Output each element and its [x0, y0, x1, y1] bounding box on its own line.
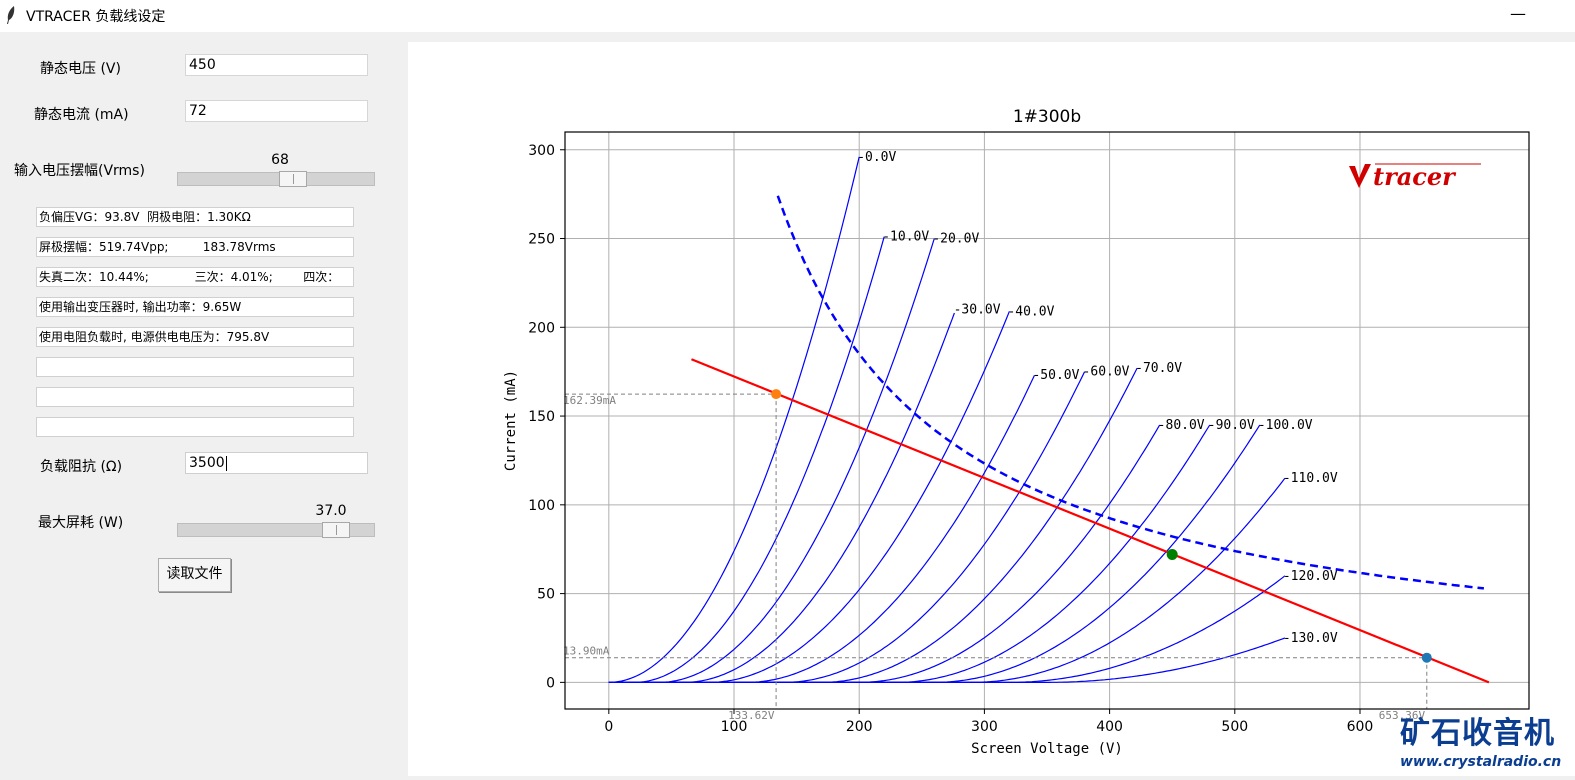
y-tick-label: 100: [528, 498, 555, 514]
x-tick-label: 100: [721, 719, 748, 735]
max-dissipation-curve: [776, 195, 1485, 590]
curve-label: -10.0V: [882, 230, 929, 245]
info-line: [36, 417, 354, 437]
info-line: 使用输出变压器时, 输出功率：9.65W: [36, 297, 354, 317]
max-dissipation-slider[interactable]: [177, 522, 375, 538]
plot-area: [565, 132, 1529, 709]
quiescent-point: [1166, 549, 1178, 561]
static-current-input[interactable]: 72: [185, 100, 368, 122]
y-tick-label: 250: [528, 232, 555, 248]
minimize-button[interactable]: —: [1510, 4, 1526, 23]
static-voltage-input[interactable]: 450: [185, 54, 368, 76]
feather-app-icon: [7, 6, 15, 24]
curve-label: -90.0V: [1208, 418, 1255, 433]
site-watermark: 矿石收音机 www.crystalradio.cn: [1400, 708, 1570, 774]
input-swing-value: 68: [271, 152, 289, 168]
curve-label: -20.0V: [932, 232, 979, 247]
x-tick-label: 600: [1347, 719, 1374, 735]
swing-top-voltage-label: 133.62V: [728, 709, 775, 722]
info-line: 负偏压VG：93.8V 阴极电阻：1.30KΩ: [36, 207, 354, 227]
curve-label: -50.0V: [1032, 368, 1079, 383]
curve-label: -0.0V: [857, 150, 896, 165]
static-voltage-label: 静态电压 (V): [40, 61, 121, 77]
x-tick-label: 200: [846, 719, 873, 735]
swing-bottom-current-label: 13.90mA: [563, 645, 610, 658]
max-dissipation-label: 最大屏耗 (W): [38, 515, 124, 531]
plot-pane: 0 100 200 300 400 500 600 0 50 100 150 200 250 300 -0.…: [408, 42, 1575, 776]
curve-label: -70.0V: [1135, 361, 1182, 376]
info-line: 使用电阻负载时, 电源供电电压为：795.8V: [36, 327, 354, 347]
vtracer-logo-mark: tracer: [1349, 162, 1481, 191]
input-swing-slider[interactable]: [177, 171, 375, 187]
text-caret: [225, 455, 227, 471]
grid-curve: [608, 236, 885, 683]
grid-curve: [608, 156, 860, 683]
curve-label: -40.0V: [1007, 304, 1054, 319]
info-line: [36, 357, 354, 377]
info-line: 屏极摆幅：519.74Vpp; 183.78Vrms: [36, 237, 354, 257]
info-line: [36, 387, 354, 407]
load-line: [691, 358, 1490, 684]
logo-text: tracer: [1373, 162, 1457, 191]
y-tick-label: 150: [528, 409, 555, 425]
site-url: www.crystalradio.cn: [1400, 754, 1562, 770]
max-dissipation-slider-thumb[interactable]: [322, 522, 350, 538]
load-line-chart: 0 100 200 300 400 500 600 0 50 100 150 200 250 300 -0.…: [503, 107, 1530, 757]
input-swing-label: 输入电压摆幅(Vrms): [14, 163, 145, 179]
read-file-button[interactable]: 读取文件: [158, 558, 231, 592]
plot-frame: [564, 131, 1530, 710]
info-line: 失真二次：10.44%; 三次：4.01%; 四次：: [36, 267, 354, 287]
grid-curve: [608, 637, 1286, 683]
site-name-cn: 矿石收音机: [1400, 716, 1555, 751]
curve-label: -60.0V: [1083, 365, 1130, 380]
x-tick-label: 300: [971, 719, 998, 735]
y-tick-label: 0: [546, 675, 555, 691]
window-title: VTRACER 负载线设定: [26, 9, 166, 25]
curve-label: -130.0V: [1283, 631, 1338, 646]
input-swing-slider-thumb[interactable]: [279, 171, 307, 187]
y-tick-label: 50: [537, 587, 555, 603]
load-impedance-value: 3500: [189, 455, 225, 471]
y-tick-label: 200: [528, 320, 555, 336]
swing-top-point: [771, 389, 782, 400]
static-current-label: 静态电流 (mA): [34, 107, 129, 123]
x-tick-label: 400: [1096, 719, 1123, 735]
x-axis-label: Screen Voltage (V): [971, 741, 1123, 757]
title-bar: VTRACER 负载线设定 —: [0, 0, 1575, 32]
x-tick-label: 500: [1221, 719, 1248, 735]
swing-bottom-point: [1421, 652, 1432, 663]
load-impedance-label: 负载阻抗 (Ω): [40, 459, 123, 475]
y-tick-label: 300: [528, 143, 555, 159]
curve-label: -80.0V: [1158, 418, 1205, 433]
curve-label: -30.0V: [954, 303, 1001, 318]
swing-bottom-voltage-label: 653.36V: [1379, 709, 1426, 722]
chart-title: 1#300b: [1013, 107, 1081, 127]
swing-top-current-label: 162.39mA: [563, 394, 616, 407]
max-dissipation-value: 37.0: [315, 503, 347, 519]
curve-label: -120.0V: [1283, 569, 1338, 584]
control-panel: 静态电压 (V) 450 静态电流 (mA) 72 输入电压摆幅(Vrms) 6…: [0, 32, 408, 776]
curve-label: -110.0V: [1283, 471, 1338, 486]
vtracer-logo: tracer: [1345, 158, 1485, 194]
y-axis-label: Current (mA): [503, 370, 519, 471]
load-impedance-input[interactable]: 3500: [185, 452, 368, 474]
x-tick-label: 0: [604, 719, 613, 735]
curve-label: -100.0V: [1258, 418, 1313, 433]
